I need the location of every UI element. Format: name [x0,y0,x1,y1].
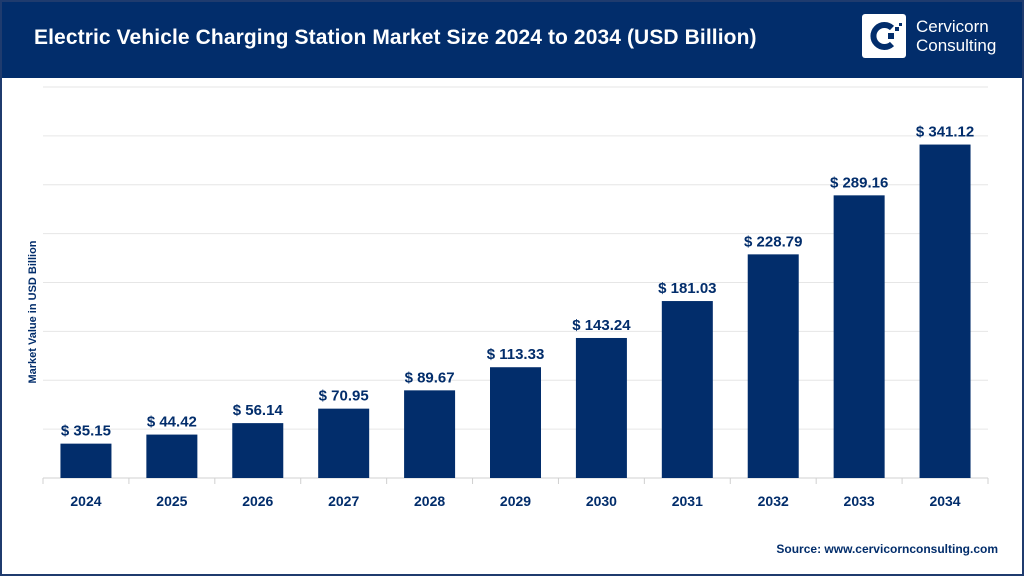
x-tick-label: 2032 [758,493,789,509]
x-tick-label: 2025 [156,493,187,509]
data-label: $ 35.15 [61,423,111,440]
data-label: $ 89.67 [405,369,455,386]
data-label: $ 143.24 [572,317,631,334]
logo-text-line1: Cervicorn [916,17,989,36]
data-label: $ 113.33 [487,346,545,363]
data-label: $ 228.79 [744,233,802,250]
x-tick-label: 2034 [929,493,960,509]
data-label: $ 181.03 [658,280,716,297]
x-tick-label: 2026 [242,493,273,509]
x-tick-label: 2028 [414,493,445,509]
bar-2031 [661,301,713,478]
bar-2033 [833,195,885,478]
company-logo: Cervicorn Consulting [862,14,996,58]
bar-2032 [747,254,799,478]
x-tick-label: 2031 [672,493,703,509]
data-label: $ 341.12 [916,124,974,141]
header-banner: Electric Vehicle Charging Station Market… [0,0,1024,78]
bar-2028 [404,390,456,478]
bar-2027 [318,408,370,478]
data-label: $ 44.42 [147,414,197,431]
x-tick-label: 2024 [70,493,101,509]
bar-2024 [60,443,112,478]
bar-2034 [919,144,971,478]
x-tick-label: 2033 [844,493,875,509]
x-tick-label: 2029 [500,493,531,509]
source-note: Source: www.cervicornconsulting.com [776,542,998,556]
x-tick-label: 2027 [328,493,359,509]
logo-text-line2: Consulting [916,36,997,55]
x-tick-label: 2030 [586,493,617,509]
bar-2025 [146,434,198,478]
data-label: $ 289.16 [830,174,888,191]
chart-title: Electric Vehicle Charging Station Market… [34,26,757,49]
y-axis-label: Market Value in USD Billion [27,240,39,383]
bar-2030 [575,337,627,478]
logo-icon [862,14,906,58]
data-label: $ 70.95 [319,388,369,405]
bar-2026 [232,423,284,478]
data-label: $ 56.14 [233,402,284,419]
bar-2029 [490,367,541,478]
